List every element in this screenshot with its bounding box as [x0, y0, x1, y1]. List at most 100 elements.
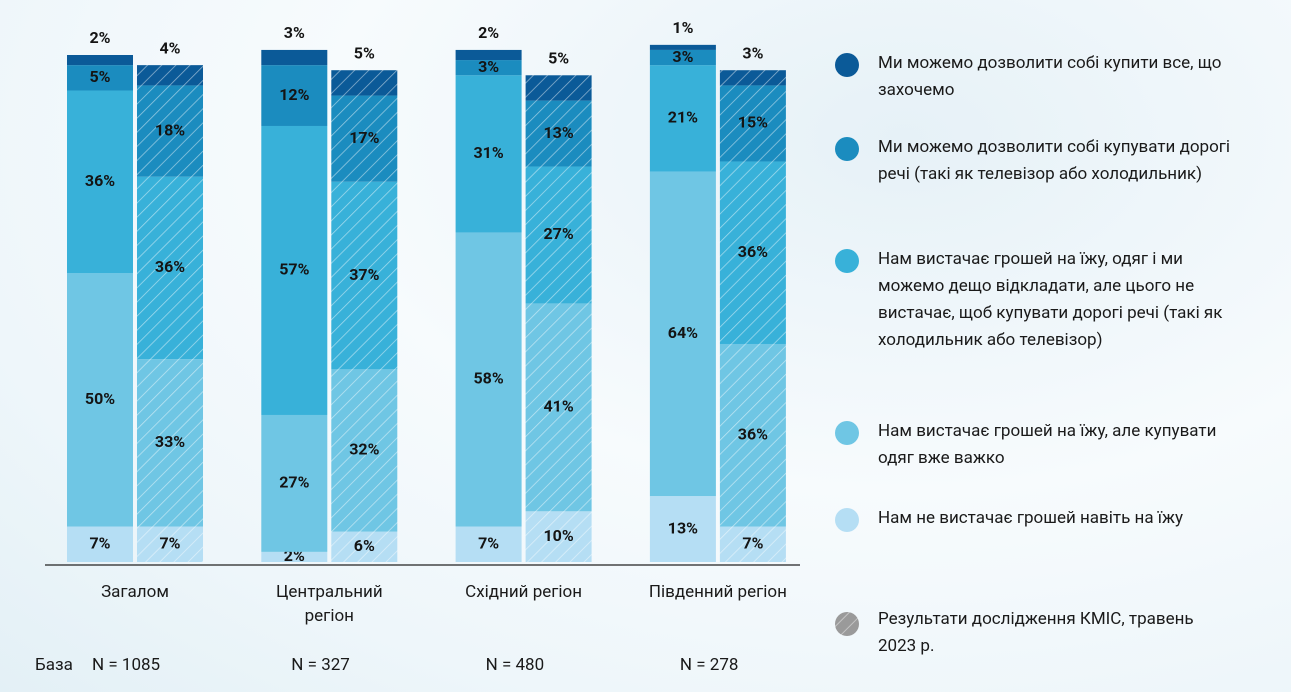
- data-label: 36%: [738, 242, 768, 261]
- hatched-bar-segment: [525, 100, 592, 167]
- bar-segment: [67, 273, 133, 527]
- base-n: N = 278: [679, 655, 739, 675]
- hatched-bar-segment: [331, 181, 398, 370]
- base-label: База: [35, 655, 73, 675]
- legend-label: Результати дослідження КМІС, травень 202…: [878, 609, 1194, 656]
- bar-segment: [455, 75, 522, 233]
- data-label: 2%: [478, 23, 499, 42]
- data-label: 5%: [354, 43, 375, 62]
- hatched-bar-segment: [137, 359, 203, 527]
- data-label: 32%: [349, 440, 379, 459]
- x-tick-label: Загалом: [101, 582, 169, 602]
- legend-label: Нам не вистачає грошей навіть на їжу: [878, 508, 1184, 528]
- hatched-bar-segment: [137, 65, 203, 86]
- x-tick-label: Південний регіон: [648, 582, 787, 602]
- bar-segment: [649, 171, 716, 497]
- bar-segment: [67, 55, 133, 66]
- legend-label: Нам вистачає грошей на їжу, одяг і ми мо…: [878, 249, 1223, 350]
- bar-segment: [261, 551, 328, 562]
- hatched-bar-segment: [331, 531, 398, 562]
- legend-hatch-circle: [835, 612, 859, 636]
- data-label: 1%: [672, 18, 693, 37]
- hatched-bar-segment: [525, 166, 592, 304]
- base-n: N = 327: [291, 655, 350, 675]
- legend-marker: [835, 137, 859, 161]
- hatched-bar-segment: [137, 85, 203, 177]
- data-label: 3%: [284, 23, 305, 42]
- data-label: 3%: [672, 47, 693, 66]
- data-label: 27%: [544, 224, 574, 243]
- data-label: 58%: [474, 369, 504, 388]
- base-n: N = 1085: [92, 655, 161, 675]
- hatched-bar-segment: [331, 70, 398, 96]
- data-label: 3%: [478, 57, 499, 76]
- data-label: 36%: [155, 257, 185, 276]
- legend-label: Ми можемо дозволити собі купити все, що …: [878, 53, 1222, 100]
- data-label: 36%: [738, 424, 768, 443]
- data-label: 5%: [548, 48, 569, 67]
- data-label: 2%: [89, 28, 110, 47]
- bar-segment: [649, 65, 716, 172]
- data-label: 4%: [159, 38, 180, 57]
- hatched-bar-segment: [719, 161, 786, 344]
- hatched-bar-segment: [525, 511, 592, 562]
- data-label: 7%: [159, 533, 180, 552]
- data-label: 13%: [668, 518, 698, 537]
- data-label: 50%: [85, 389, 115, 408]
- data-label: 57%: [279, 260, 309, 279]
- data-label: 6%: [354, 536, 375, 555]
- base-n: N = 480: [485, 655, 545, 675]
- data-label: 7%: [89, 533, 110, 552]
- data-label: 13%: [544, 123, 574, 142]
- hatched-bar-segment: [331, 95, 398, 182]
- data-label: 37%: [349, 265, 379, 284]
- hatched-bar-segment: [137, 176, 203, 360]
- data-label: 33%: [155, 432, 185, 451]
- bar-segment: [67, 90, 133, 274]
- hatched-bar-segment: [525, 303, 592, 512]
- bar-segment: [261, 65, 328, 126]
- legend-marker: [835, 249, 859, 273]
- bar-segment: [67, 65, 133, 91]
- legend-marker: [835, 612, 859, 636]
- data-label: 12%: [279, 85, 309, 104]
- hatched-bar-segment: [331, 369, 398, 532]
- x-tick-label: Центральний регіон: [275, 582, 383, 626]
- bar-segment: [649, 49, 716, 66]
- legend-marker: [835, 421, 859, 445]
- data-label: 7%: [742, 533, 763, 552]
- legend-marker: [835, 53, 859, 77]
- bar-segment: [455, 232, 522, 527]
- data-label: 41%: [544, 397, 574, 416]
- hatched-bar-segment: [525, 75, 592, 101]
- legend-label: Ми можемо дозволити собі купувати дорогі…: [878, 137, 1231, 184]
- hatched-bar-segment: [719, 343, 786, 527]
- bar-segment: [261, 125, 328, 415]
- data-label: 64%: [668, 323, 698, 342]
- hatched-bar-segment: [137, 526, 203, 562]
- legend-marker: [835, 508, 859, 532]
- data-label: 15%: [738, 113, 768, 132]
- data-label: 7%: [478, 533, 499, 552]
- bar-segment: [649, 44, 716, 50]
- data-label: 10%: [544, 526, 574, 545]
- bar-segment: [261, 49, 328, 66]
- hatched-bar-segment: [719, 85, 786, 162]
- bar-segment: [455, 526, 522, 562]
- data-label: 31%: [474, 143, 504, 162]
- data-label: 27%: [279, 473, 309, 492]
- bar-segment: [455, 49, 522, 61]
- hatched-bar-segment: [719, 526, 786, 562]
- data-label: 17%: [349, 128, 379, 147]
- data-label: 36%: [85, 171, 115, 190]
- data-label: 18%: [155, 120, 185, 139]
- x-tick-label: Східний регіон: [465, 582, 583, 602]
- bar-segment: [649, 496, 716, 562]
- bar-segment: [67, 526, 133, 562]
- data-label: 5%: [89, 67, 110, 86]
- data-label: 3%: [742, 43, 763, 62]
- data-label: 21%: [668, 108, 698, 127]
- hatched-bar-segment: [719, 70, 786, 86]
